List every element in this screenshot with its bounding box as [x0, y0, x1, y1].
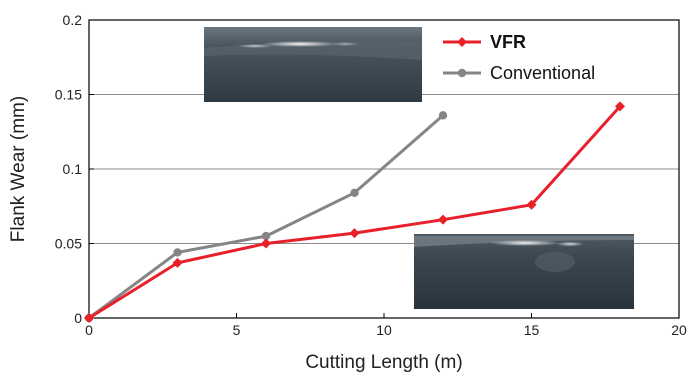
wear-photo-vfr [414, 234, 634, 309]
x-tick-label-3: 15 [524, 322, 540, 338]
data-point-vfr-5 [526, 199, 537, 210]
legend-item-conventional: Conventional [443, 63, 595, 83]
data-point-conventional-4 [438, 111, 448, 120]
y-tick-label-0: 0 [74, 310, 82, 326]
y-tick-label-2: 0.1 [63, 161, 83, 177]
series-conventional [84, 111, 448, 323]
legend: VFR Conventional [443, 32, 595, 83]
x-tick-label-4: 20 [671, 322, 687, 338]
data-point-vfr-1 [172, 257, 183, 268]
legend-item-vfr: VFR [443, 32, 526, 52]
data-point-conventional-2 [261, 231, 271, 241]
y-axis-title: Flank Wear (mm) [8, 96, 29, 242]
data-point-vfr-6 [615, 101, 625, 112]
x-tick-label-2: 10 [376, 322, 392, 338]
data-point-vfr-4 [438, 214, 448, 225]
y-tick-label-3: 0.15 [55, 87, 82, 103]
data-point-vfr-3 [349, 228, 360, 239]
x-tick-label-0: 0 [85, 322, 93, 338]
data-point-conventional-3 [350, 188, 359, 198]
series-layer [84, 101, 625, 323]
legend-marker-vfr [457, 37, 467, 47]
data-point-conventional-1 [173, 248, 182, 257]
legend-marker-conventional [457, 68, 467, 78]
wear-photo-conventional [204, 27, 422, 102]
series-vfr [84, 101, 625, 323]
data-point-vfr-0 [84, 313, 94, 323]
grid-lines [89, 94, 679, 244]
axis-ticks: 0 5 10 15 20 0 0.05 0.1 0.15 0.2 [55, 12, 687, 338]
x-axis-title: Cutting Length (m) [305, 352, 462, 373]
y-tick-label-1: 0.05 [55, 236, 82, 252]
y-tick-label-4: 0.2 [63, 12, 83, 28]
series-line-conventional [88, 114, 444, 320]
data-point-vfr-2 [261, 238, 271, 249]
legend-label-conventional: Conventional [490, 63, 595, 83]
x-tick-label-1: 5 [233, 322, 241, 338]
legend-label-vfr: VFR [490, 32, 526, 52]
